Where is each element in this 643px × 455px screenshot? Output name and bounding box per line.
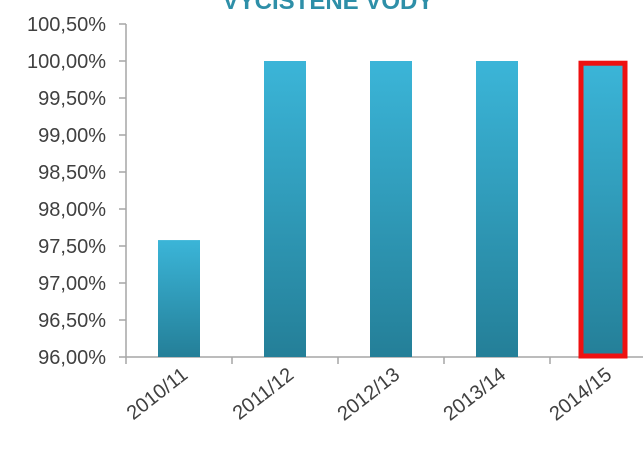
y-tick-label: 100,50% <box>27 14 106 36</box>
y-tick-label: 97,00% <box>38 273 106 295</box>
y-tick-label: 98,00% <box>38 199 106 221</box>
y-tick-label: 96,00% <box>38 347 106 369</box>
bar-2010-11 <box>158 240 200 357</box>
y-axis: 96,00% 96,50% 97,00% 97,50% 98,00% 98,50% 99,0… <box>27 14 127 369</box>
y-tick-label: 99,00% <box>38 125 106 147</box>
y-tick-label: 98,50% <box>38 162 106 184</box>
bar-2012-13 <box>370 61 412 357</box>
bar-2013-14 <box>476 61 518 357</box>
x-tick-label: 2011/12 <box>229 364 298 425</box>
x-tick-label: 2010/11 <box>123 364 192 425</box>
bar-2014-15 <box>582 63 624 357</box>
y-tick-label: 96,50% <box>38 310 106 332</box>
bar-2011-12 <box>264 61 306 357</box>
y-tick-label: 99,50% <box>38 88 106 110</box>
x-tick-label: 2013/14 <box>440 364 511 426</box>
x-tick-label: 2012/13 <box>334 364 405 426</box>
x-tick-label: 2014/15 <box>546 364 617 426</box>
y-tick-label: 100,00% <box>27 51 106 73</box>
y-tick-label: 97,50% <box>38 236 106 258</box>
bars <box>158 60 628 359</box>
highlight-frame <box>578 60 628 359</box>
chart-title: VYČISTENÉ VODY <box>223 0 434 15</box>
x-axis: 2010/11 2011/12 2012/13 2013/14 2014/15 <box>123 356 643 426</box>
